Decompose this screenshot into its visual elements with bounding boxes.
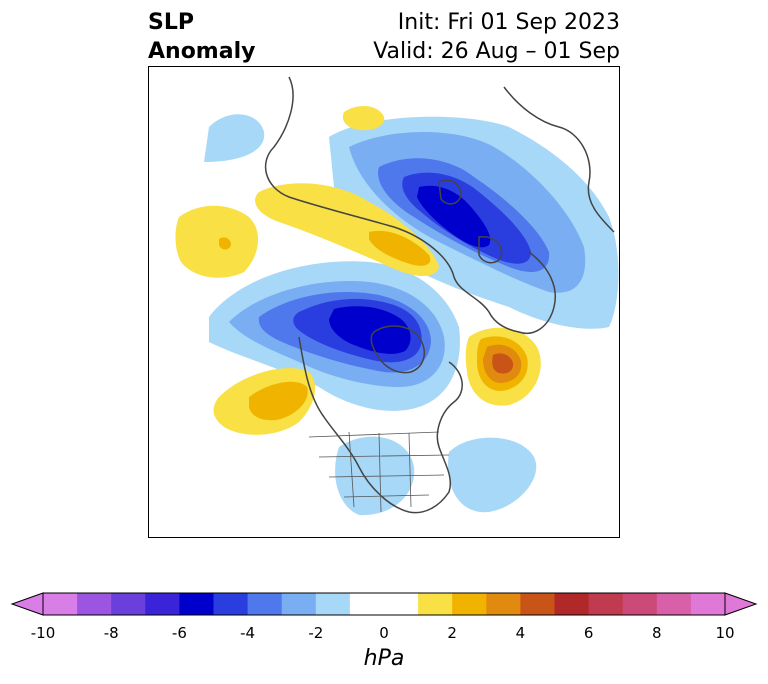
pos-region-alaska-core xyxy=(249,381,308,421)
colorbar-segment xyxy=(452,593,487,615)
valid-range-label: Valid: 26 Aug – 01 Sep xyxy=(373,39,620,64)
colorbar-segment xyxy=(486,593,521,615)
coastline-eurasia xyxy=(264,76,556,334)
neg-region-west-small xyxy=(204,114,265,162)
colorbar-segments xyxy=(43,593,726,615)
colorbar-segment xyxy=(77,593,112,615)
variable-title-line1: SLP xyxy=(148,10,194,35)
pos-region-scandinavia-core xyxy=(219,237,231,250)
colorbar-segment xyxy=(213,593,249,615)
colorbar-border xyxy=(42,592,726,616)
colorbar-tick-label: 0 xyxy=(379,624,389,642)
title-block-left: SLP Anomaly xyxy=(148,8,255,66)
colorbar-tick-label: 2 xyxy=(447,624,457,642)
colorbar-segment xyxy=(315,593,351,615)
variable-title-line2: Anomaly xyxy=(148,39,256,64)
state-borders xyxy=(308,431,450,513)
colorbar-tick-label: 8 xyxy=(652,624,662,642)
colorbar-unit-label: hPa xyxy=(363,646,405,671)
colorbar-tick-label: 4 xyxy=(515,624,526,642)
colorbar-segment xyxy=(349,593,385,615)
colorbar-segment xyxy=(281,593,317,615)
colorbar-tick-label: 10 xyxy=(715,624,735,642)
title-block-right: Init: Fri 01 Sep 2023 Valid: 26 Aug – 01… xyxy=(373,8,620,66)
colorbar-segment xyxy=(622,593,658,615)
anomaly-contours-positive xyxy=(175,105,541,435)
colorbar-tick-label: -2 xyxy=(308,624,324,642)
pos-region-siberia-core xyxy=(369,230,431,266)
colorbar-tick-label: 6 xyxy=(583,624,594,642)
neg-region-north-core3 xyxy=(417,185,491,248)
colorbar-segment xyxy=(418,593,453,615)
pos-region-scandinavia xyxy=(175,205,259,278)
colorbar-segment xyxy=(43,593,78,615)
anomaly-contours-negative xyxy=(204,114,619,516)
anomaly-map xyxy=(175,76,619,516)
colorbar-tick-label: -10 xyxy=(30,624,56,642)
colorbar-tick-label: -8 xyxy=(103,624,119,642)
pos-region-eastrussia xyxy=(342,105,385,131)
colorbar-segment xyxy=(520,593,555,615)
colorbar-segment xyxy=(111,593,146,615)
pos-region-atlantic-core3 xyxy=(492,353,514,374)
land-outlines xyxy=(264,76,615,514)
map-panel xyxy=(148,66,620,538)
colorbar xyxy=(10,592,758,616)
colorbar-segment xyxy=(588,593,624,615)
neg-region-center-core3 xyxy=(329,306,411,354)
coastline-greenland xyxy=(370,325,426,374)
colorbar-segment xyxy=(656,593,692,615)
colorbar-arrow-left xyxy=(10,592,44,616)
coastline-arctic-islands xyxy=(438,179,503,264)
neg-region-atlantic xyxy=(448,437,537,513)
coastline-russia-north xyxy=(503,86,615,233)
border-us-grid2 xyxy=(348,431,412,513)
colorbar-segment xyxy=(690,593,726,615)
colorbar-segment xyxy=(145,593,180,615)
coastline-northamerica xyxy=(298,336,463,514)
colorbar-arrow-right xyxy=(724,592,758,616)
border-us-grid1 xyxy=(318,454,450,498)
colorbar-tick-label: -6 xyxy=(171,624,187,642)
colorbar-segment xyxy=(554,593,590,615)
init-date-label: Init: Fri 01 Sep 2023 xyxy=(397,10,620,35)
colorbar-segment xyxy=(247,593,283,615)
colorbar-segment xyxy=(179,593,214,615)
colorbar-tick-label: -4 xyxy=(240,624,256,642)
border-us-canada xyxy=(308,431,440,438)
colorbar-segment xyxy=(384,593,419,615)
